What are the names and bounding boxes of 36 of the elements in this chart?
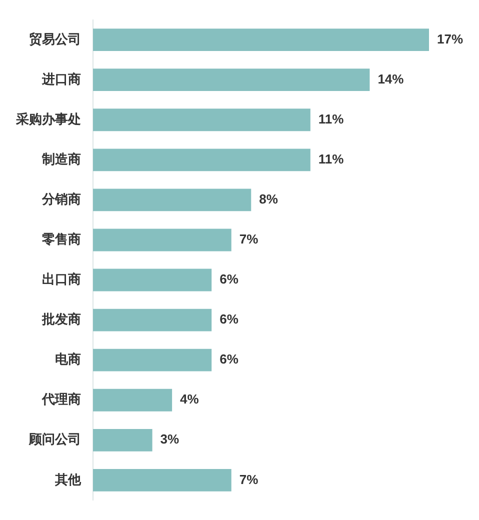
bar — [93, 388, 172, 412]
y-tick-label: 出口商 — [42, 272, 81, 287]
y-tick-label: 进口商 — [41, 71, 81, 86]
y-tick-label: 电商 — [55, 352, 81, 367]
data-label: 6% — [220, 272, 239, 287]
y-tick-label: 贸易公司 — [29, 31, 81, 46]
bar — [93, 188, 252, 212]
data-label: 7% — [239, 472, 259, 487]
bar — [93, 228, 232, 252]
data-label: 8% — [259, 192, 278, 207]
y-tick-label: 零售商 — [41, 232, 81, 247]
y-tick-label: 代理商 — [41, 392, 81, 407]
y-tick-label: 制造商 — [41, 151, 81, 166]
bar — [93, 108, 310, 132]
data-label: 6% — [220, 312, 239, 327]
bar — [93, 268, 212, 292]
data-label: 11% — [318, 111, 344, 126]
y-tick-label: 采购办事处 — [15, 111, 81, 126]
data-label: 7% — [239, 232, 259, 247]
bar — [93, 468, 232, 492]
y-tick-label: 顾问公司 — [28, 432, 81, 447]
y-tick-label: 分销商 — [41, 192, 81, 207]
data-label: 14% — [378, 71, 404, 86]
bar — [93, 428, 152, 452]
bar — [93, 28, 429, 52]
data-label: 17% — [437, 31, 464, 46]
data-label: 3% — [160, 432, 180, 447]
y-tick-label: 批发商 — [41, 312, 81, 327]
data-label: 4% — [180, 392, 200, 407]
y-tick-label: 其他 — [54, 472, 82, 487]
bar — [93, 308, 212, 332]
bar — [93, 148, 310, 172]
data-label: 11% — [318, 151, 344, 166]
data-label: 6% — [220, 352, 239, 367]
bar — [93, 348, 212, 372]
bar — [93, 68, 370, 92]
